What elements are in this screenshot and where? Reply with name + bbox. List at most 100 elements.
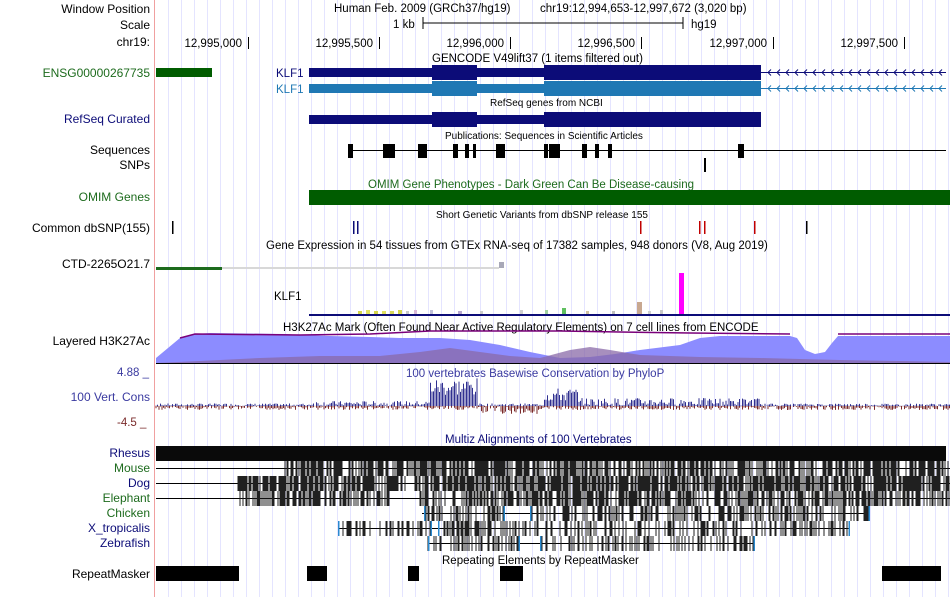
publication-block[interactable] — [549, 144, 560, 158]
multiz-row-dog[interactable] — [156, 476, 950, 491]
snps-track-label[interactable]: SNPs — [119, 158, 150, 172]
gtex-tissue-bar[interactable] — [679, 273, 684, 314]
alignment-block[interactable] — [414, 476, 950, 491]
gtex-tissue-bar[interactable] — [520, 310, 523, 314]
klf1-transcript-1[interactable] — [309, 65, 946, 80]
publication-block[interactable] — [348, 144, 353, 158]
gtex-tissue-bar[interactable] — [586, 311, 589, 314]
sequences-track-label[interactable]: Sequences — [89, 143, 150, 157]
multiz-row-zebrafish[interactable] — [427, 536, 755, 551]
gtex-tissue-bar[interactable] — [648, 311, 651, 314]
gtex-tissue-bar[interactable] — [612, 311, 615, 314]
gtex-tissue-bar[interactable] — [562, 308, 566, 314]
multiz-row-elephant[interactable] — [156, 491, 950, 506]
species-rhesus-label[interactable]: Rhesus — [109, 446, 150, 460]
gtex-tissue-bar[interactable] — [374, 311, 378, 314]
dbsnp-variant[interactable] — [172, 221, 174, 234]
alignment-block[interactable] — [342, 521, 431, 536]
multiz-row-rhesus[interactable] — [156, 446, 946, 461]
refseq-klf1-feature[interactable] — [309, 112, 761, 127]
h3k27ac-top-line — [179, 330, 950, 339]
gtex-tissue-bar[interactable] — [430, 310, 433, 314]
dbsnp-variant[interactable] — [754, 221, 756, 234]
repeat-elements[interactable] — [156, 566, 941, 581]
dbsnp-variant[interactable] — [640, 221, 642, 234]
gtex-tissue-bar[interactable] — [390, 311, 394, 314]
klf1-gene-name-2[interactable]: KLF1 — [276, 84, 304, 96]
publication-sequences[interactable] — [348, 144, 946, 158]
publication-block[interactable] — [582, 144, 587, 158]
gtex-tissue-bar[interactable] — [458, 311, 462, 314]
publication-block[interactable] — [418, 144, 427, 158]
alignment-block[interactable] — [239, 491, 390, 506]
gtex-tissue-bar[interactable] — [398, 310, 402, 314]
dbsnp-variant[interactable] — [357, 221, 359, 234]
klf1-gene-name-1[interactable]: KLF1 — [276, 68, 304, 80]
alignment-block[interactable] — [237, 476, 406, 491]
h3k27ac-title: H3K27Ac Mark (Often Found Near Active Re… — [283, 322, 759, 334]
species-zebrafish-label[interactable]: Zebrafish — [99, 536, 150, 550]
strand-arrow — [938, 85, 943, 92]
alignment-block[interactable] — [284, 461, 949, 476]
dbsnp-variant[interactable] — [704, 221, 706, 234]
publication-block[interactable] — [473, 144, 476, 158]
publication-block[interactable] — [595, 144, 599, 158]
gtex-tissue-bar[interactable] — [366, 310, 370, 314]
dbsnp-variants[interactable] — [172, 221, 808, 234]
snp-mark[interactable] — [704, 158, 706, 172]
gtex-tissue-bar[interactable] — [545, 310, 548, 314]
gtex-tissue-bar[interactable] — [637, 302, 642, 314]
publication-block[interactable] — [544, 144, 548, 158]
klf1-transcript-2[interactable] — [309, 81, 946, 96]
klf1-gtex-expression-bars[interactable] — [358, 273, 684, 314]
dbsnp-variant[interactable] — [806, 221, 808, 234]
phylop-negative-bars[interactable] — [155, 406, 950, 414]
species-elephant-label[interactable]: Elephant — [102, 491, 150, 505]
phylop-track-label[interactable]: 100 Vert. Cons — [70, 390, 150, 404]
gtex-tissue-bar[interactable] — [406, 311, 409, 314]
publication-block[interactable] — [383, 144, 395, 158]
repeatmasker-track-label[interactable]: RepeatMasker — [71, 567, 150, 581]
ensg-gene-feature[interactable] — [156, 68, 212, 77]
ensg-track-label[interactable]: ENSG00000267735 — [42, 66, 150, 80]
multiz-row-chicken[interactable] — [422, 506, 870, 521]
gtex-tissue-bar[interactable] — [660, 310, 663, 314]
omim-klf1-feature[interactable] — [309, 190, 950, 205]
gtex-tissue-bar[interactable] — [358, 311, 362, 314]
multiz-row-x_tropicalis[interactable] — [338, 521, 850, 536]
h3k27ac-track-label[interactable]: Layered H3K27Ac — [52, 334, 150, 348]
species-dog-label[interactable]: Dog — [127, 476, 150, 490]
publication-block[interactable] — [608, 144, 612, 158]
dbsnp-track-label[interactable]: Common dbSNP(155) — [31, 221, 150, 235]
h3k27ac-layer[interactable] — [156, 333, 950, 363]
phylop-positive-bars[interactable] — [155, 378, 950, 406]
alignment-block[interactable] — [443, 521, 848, 536]
ctd-track-label[interactable]: CTD-2265O21.7 — [61, 257, 150, 271]
gtex-tissue-bar[interactable] — [480, 311, 483, 314]
species-mouse-label[interactable]: Mouse — [113, 461, 150, 475]
strand-arrow — [776, 69, 781, 76]
omim-track-label[interactable]: OMIM Genes — [78, 190, 150, 204]
publication-block[interactable] — [738, 144, 744, 158]
phylop-conservation-signal[interactable] — [155, 378, 950, 414]
strand-arrow — [866, 69, 871, 76]
publication-block[interactable] — [496, 144, 505, 158]
ctd-gene-feature[interactable] — [156, 267, 222, 270]
dbsnp-variant[interactable] — [353, 221, 355, 234]
gtex-tissue-bar[interactable] — [414, 310, 417, 314]
gtex-tissue-bar[interactable] — [382, 311, 386, 314]
refseq-track-label[interactable]: RefSeq Curated — [63, 112, 150, 126]
alignment-block[interactable] — [541, 536, 754, 551]
alignment-block[interactable] — [419, 491, 950, 506]
multiz-row-mouse[interactable] — [156, 461, 950, 476]
h3k27ac-signal[interactable] — [156, 330, 950, 364]
species-xtropicalis-label[interactable]: X_tropicalis — [87, 521, 150, 535]
alignment-block[interactable] — [156, 446, 946, 461]
multiz-alignments[interactable] — [156, 446, 950, 551]
publication-block[interactable] — [453, 144, 458, 158]
species-chicken-label[interactable]: Chicken — [106, 506, 150, 520]
dbsnp-variant[interactable] — [699, 221, 701, 234]
publication-block[interactable] — [465, 144, 469, 158]
ctd-expression-bar[interactable] — [499, 262, 504, 268]
